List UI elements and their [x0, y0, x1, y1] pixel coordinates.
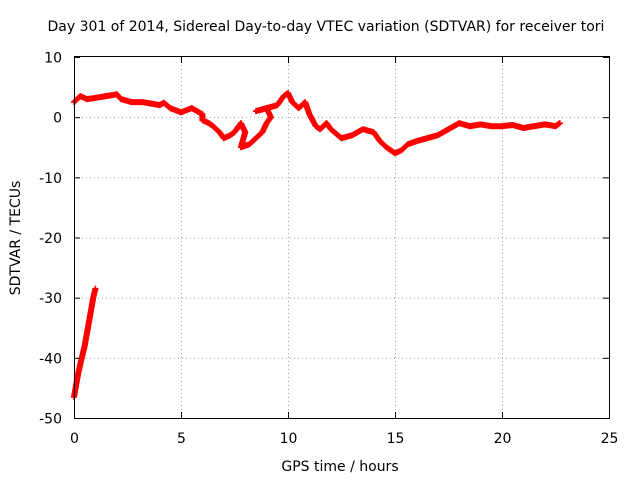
y-tick-label: -30	[39, 291, 62, 307]
series-points	[71, 90, 563, 400]
y-tick-label: 0	[53, 111, 62, 127]
x-axis-title: GPS time / hours	[281, 459, 398, 475]
axis-ticks: 0 5 10 15 20 25 -50 -40 -30 -20 -10 0 10	[39, 51, 618, 448]
y-tick-label: -50	[39, 412, 62, 428]
x-tick-label: 15	[387, 431, 405, 447]
x-tick-label: 0	[70, 431, 79, 447]
y-tick-label: -20	[39, 231, 62, 247]
x-tick-label: 5	[177, 431, 186, 447]
y-tick-label: -40	[39, 351, 62, 367]
y-tick-label: 10	[44, 51, 62, 67]
grid	[74, 57, 609, 418]
x-tick-label: 25	[601, 431, 619, 447]
data-series	[71, 90, 563, 400]
y-tick-label: -10	[39, 171, 62, 187]
chart-title: Day 301 of 2014, Sidereal Day-to-day VTE…	[48, 19, 605, 35]
x-tick-label: 20	[494, 431, 512, 447]
x-tick-label: 10	[280, 431, 298, 447]
y-axis-title: SDTVAR / TECUs	[8, 181, 24, 296]
